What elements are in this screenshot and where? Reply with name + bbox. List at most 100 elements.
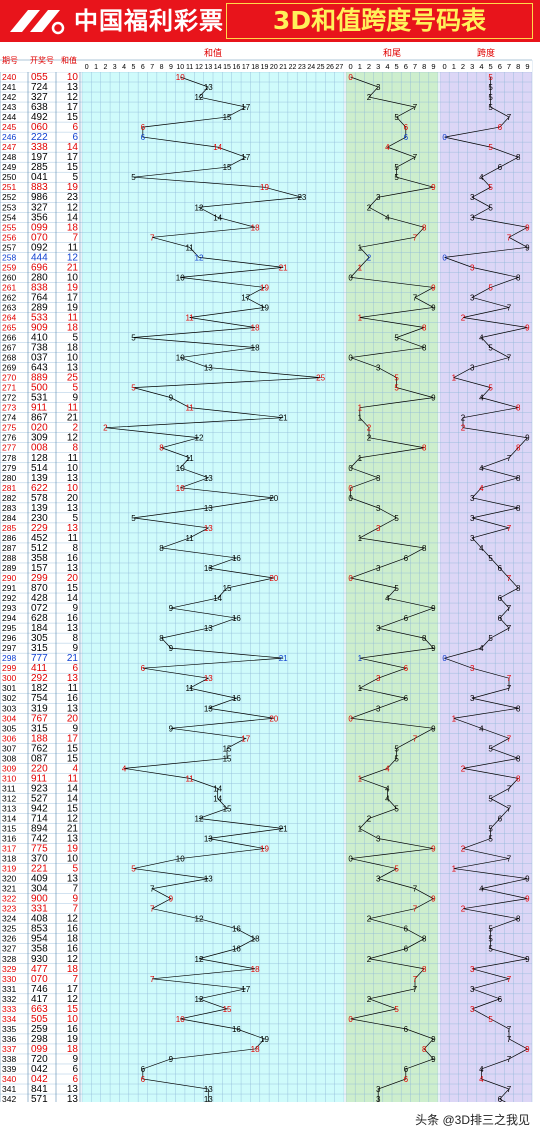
tail-point-label: 0 (348, 574, 353, 583)
sum-cell: 10 (67, 272, 79, 283)
span-point-label: 4 (479, 173, 484, 182)
period-cell: 285 (2, 523, 16, 533)
sum-cell: 9 (72, 393, 78, 404)
tail-point-label: 3 (376, 704, 381, 713)
number-cell: 742 (31, 834, 48, 845)
period-cell: 298 (2, 653, 16, 663)
period-cell: 313 (2, 803, 16, 813)
sum-point-label: 16 (232, 554, 241, 563)
tail-point-label: 3 (376, 624, 381, 633)
sum-point-label: 9 (169, 895, 174, 904)
tail-point-label: 8 (422, 965, 427, 974)
number-cell: 505 (31, 1014, 48, 1025)
number-cell: 986 (31, 192, 48, 203)
page-title: 3D和值跨度号码表 (272, 6, 487, 35)
span-section-header: 跨度 (477, 47, 495, 59)
watermark-prefix: 头条 (415, 1113, 440, 1127)
period-cell: 264 (2, 312, 16, 322)
sum-point-label: 9 (169, 1055, 174, 1064)
period-cell: 260 (2, 272, 16, 282)
span-point-label: 8 (516, 504, 521, 513)
tail-axis-tick: 1 (358, 62, 362, 71)
sum-point-label: 12 (195, 93, 204, 102)
tail-point-label: 0 (348, 855, 353, 864)
number-cell: 087 (31, 753, 48, 764)
period-cell: 244 (2, 112, 16, 122)
sum-cell: 17 (67, 733, 79, 744)
period-cell: 342 (2, 1094, 16, 1102)
sum-point-label: 20 (269, 574, 278, 583)
number-cell: 720 (31, 1054, 48, 1065)
tail-point-label: 3 (376, 504, 381, 513)
period-cell: 262 (2, 292, 16, 302)
tail-axis-tick: 7 (413, 62, 417, 71)
span-point-label: 6 (498, 814, 503, 823)
sum-cell: 21 (67, 413, 79, 424)
sum-cell: 13 (67, 503, 79, 514)
sum-cell: 11 (68, 312, 79, 323)
sum-point-label: 11 (185, 404, 194, 413)
period-cell: 307 (2, 743, 16, 753)
span-point-label: 1 (452, 374, 457, 383)
period-cell: 332 (2, 994, 16, 1004)
number-cell: 356 (31, 212, 48, 223)
sum-point-label: 11 (185, 454, 194, 463)
sum-cell: 5 (72, 172, 78, 183)
sum-axis-tick: 22 (289, 64, 297, 71)
sum-cell: 11 (68, 533, 79, 544)
tail-point-label: 9 (431, 644, 436, 653)
period-cell: 246 (2, 132, 16, 142)
sum-point-label: 15 (223, 584, 232, 593)
period-cell: 321 (2, 884, 16, 894)
period-cell: 311 (2, 783, 16, 793)
tail-point-label: 1 (358, 243, 363, 252)
logo-text: 中国福利彩票 (74, 6, 224, 35)
sum-point-label: 8 (159, 544, 164, 553)
welfare-lottery-logo-icon (10, 10, 65, 35)
number-cell: 643 (31, 363, 48, 374)
span-point-label: 3 (470, 965, 475, 974)
period-cell: 319 (2, 864, 16, 874)
sum-point-label: 7 (150, 975, 155, 984)
sum-axis-tick: 13 (204, 64, 212, 71)
sum-cell: 13 (67, 82, 79, 93)
span-point-label: 2 (461, 905, 466, 914)
span-point-label: 5 (488, 825, 493, 834)
sum-cell: 5 (72, 333, 78, 344)
sum-cell: 16 (67, 553, 79, 564)
tail-point-label: 5 (394, 865, 399, 874)
sum-point-label: 19 (260, 1035, 269, 1044)
tail-point-label: 2 (367, 995, 372, 1004)
sum-cell: 19 (67, 844, 79, 855)
number-cell: 222 (31, 132, 48, 143)
sum-point-label: 11 (185, 243, 194, 252)
number-cell: 628 (31, 613, 48, 624)
period-header: 期号 (2, 56, 18, 65)
sum-point-label: 12 (195, 434, 204, 443)
tail-point-label: 5 (394, 384, 399, 393)
number-cell: 531 (31, 393, 48, 404)
sum-point-label: 16 (232, 1025, 241, 1034)
span-point-label: 9 (525, 1045, 530, 1054)
tail-point-label: 5 (394, 113, 399, 122)
tail-point-label: 9 (431, 394, 436, 403)
span-point-label: 5 (488, 925, 493, 934)
span-point-label: 1 (452, 865, 457, 874)
period-cell: 250 (2, 172, 16, 182)
span-point-label: 2 (461, 764, 466, 773)
span-point-label: 2 (461, 424, 466, 433)
number-cell: 020 (31, 423, 48, 434)
sum-point-label: 10 (176, 464, 185, 473)
sum-cell: 9 (72, 1054, 78, 1065)
sum-point-label: 10 (176, 1015, 185, 1024)
span-point-label: 7 (507, 524, 512, 533)
period-cell: 338 (2, 1054, 16, 1064)
tail-point-label: 0 (348, 1015, 353, 1024)
span-point-label: 3 (470, 494, 475, 503)
number-cell: 315 (31, 643, 48, 654)
tail-point-label: 5 (394, 173, 399, 182)
period-cell: 273 (2, 403, 16, 413)
span-point-label: 3 (470, 293, 475, 302)
sum-axis-tick: 27 (335, 64, 343, 71)
tail-point-label: 8 (422, 344, 427, 353)
